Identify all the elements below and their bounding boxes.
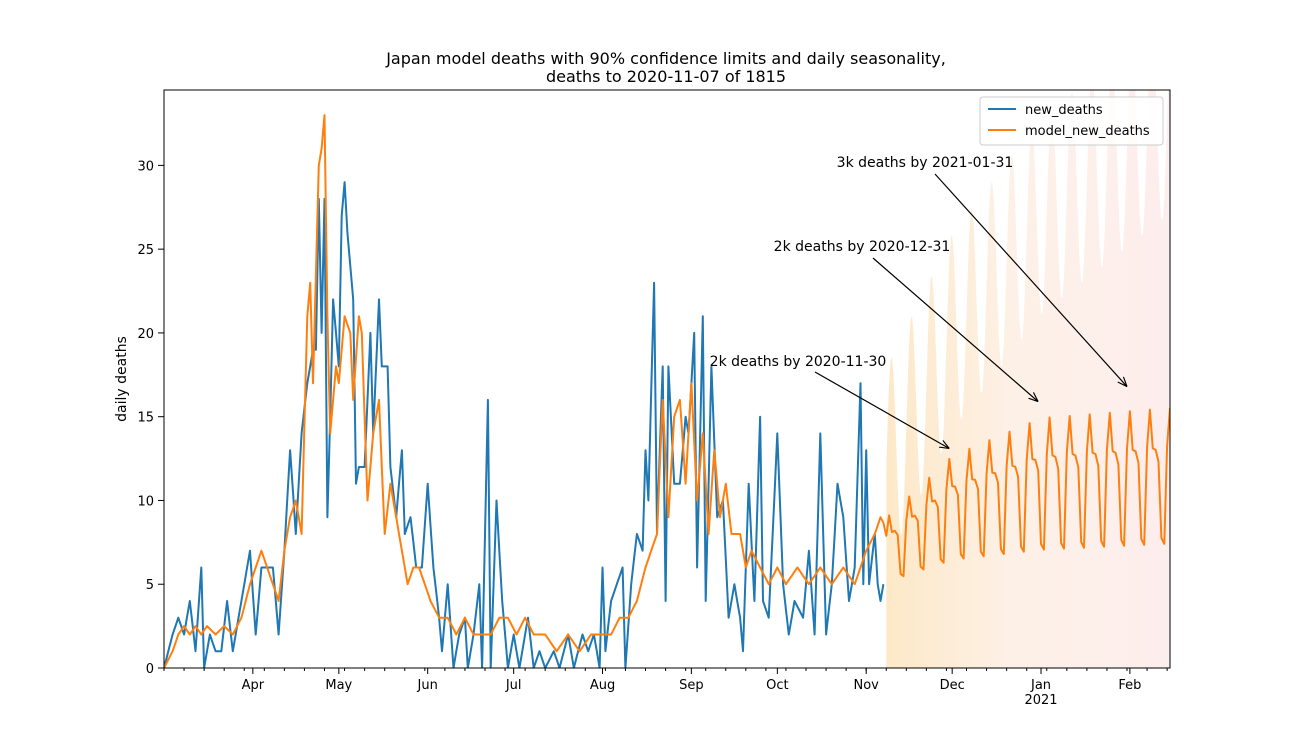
x-tick-label: Feb — [1118, 678, 1141, 693]
x-tick-label: Apr — [242, 678, 265, 693]
annotation-arrow — [934, 173, 1127, 387]
chart-title: Japan model deaths with 90% confidence l… — [385, 49, 946, 86]
x-tick-label: Jun — [417, 678, 438, 693]
annotation-arrow — [814, 371, 949, 449]
legend-label-model-new-deaths: model_new_deaths — [1025, 124, 1150, 139]
x-tick-label: Dec — [940, 678, 965, 693]
annotation-arrow — [872, 257, 1038, 402]
legend-label-new-deaths: new_deaths — [1025, 103, 1103, 118]
y-axis: 0 5 10 15 20 25 30 — [137, 159, 164, 677]
legend-box — [979, 96, 1164, 146]
annotation-label: 2k deaths by 2020-12-31 — [774, 239, 951, 255]
x-tick-label: Jul — [505, 678, 522, 693]
y-tick-label: 30 — [137, 159, 154, 174]
annotations: 3k deaths by 2021-01-31 2k deaths by 2020… — [710, 155, 1127, 449]
y-axis-label: daily deaths — [114, 336, 130, 422]
confidence-band — [886, 90, 1170, 668]
x-tick-label: Aug — [590, 678, 615, 693]
plot-frame — [163, 89, 1171, 669]
x-tick-label: Oct — [766, 678, 788, 693]
annotation-label: 3k deaths by 2021-01-31 — [837, 155, 1014, 171]
legend: new_deaths model_new_deaths — [979, 96, 1164, 146]
chart-title-line-2: deaths to 2020-11-07 of 1815 — [546, 67, 786, 86]
x-tick-label: Nov — [854, 678, 880, 693]
y-tick-label: 5 — [146, 578, 154, 593]
y-tick-label: 25 — [137, 243, 154, 258]
y-tick-label: 0 — [146, 662, 154, 677]
x-tick-sublabel: 2021 — [1024, 693, 1057, 708]
x-tick-label: May — [325, 678, 352, 693]
y-tick-label: 10 — [137, 494, 154, 509]
series-line-model-new-deaths — [164, 114, 1170, 668]
x-tick-label: Jan — [1030, 678, 1051, 693]
chart-title-line-1: Japan model deaths with 90% confidence l… — [385, 49, 946, 68]
x-tick-label: Sep — [679, 678, 704, 693]
y-tick-label: 20 — [137, 327, 154, 342]
annotation-label: 2k deaths by 2020-11-30 — [710, 354, 887, 370]
y-tick-label: 15 — [137, 411, 154, 426]
